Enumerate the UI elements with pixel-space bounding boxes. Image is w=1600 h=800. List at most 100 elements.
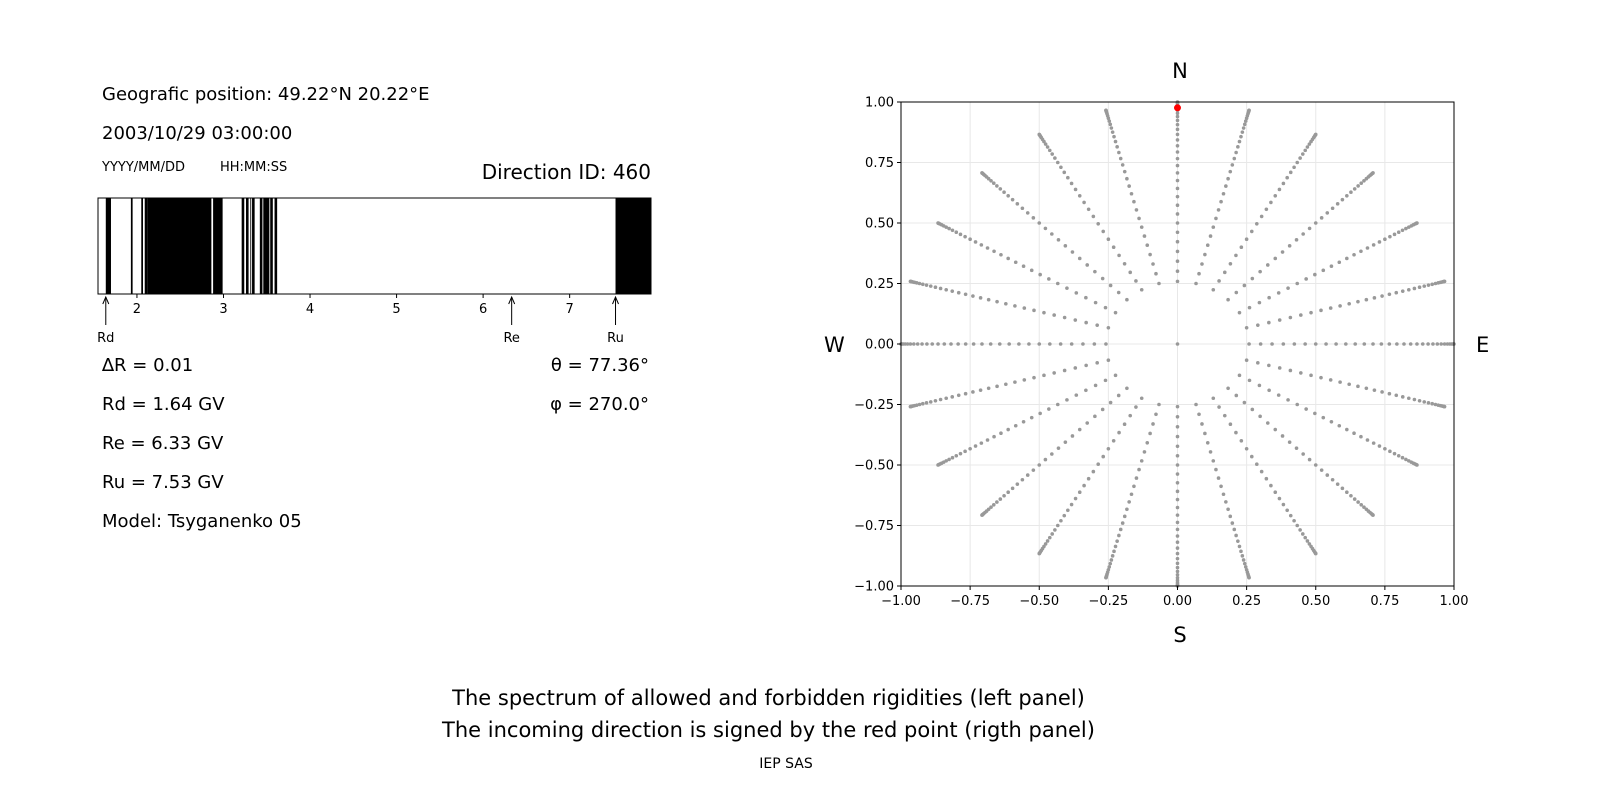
direction-point bbox=[1300, 152, 1305, 156]
direction-point bbox=[1368, 173, 1372, 178]
direction-point bbox=[958, 232, 963, 237]
geographic-position: Geografic position: 49.22°N 20.22°E bbox=[102, 84, 430, 105]
direction-point bbox=[1364, 386, 1369, 391]
direction-point bbox=[1111, 438, 1116, 443]
direction-point bbox=[1280, 434, 1285, 438]
direction-point bbox=[909, 279, 914, 284]
direction-point bbox=[1022, 306, 1027, 310]
direction-point bbox=[1015, 482, 1020, 486]
direction-point bbox=[1234, 150, 1238, 155]
direction-point bbox=[980, 513, 984, 517]
direction-point bbox=[1105, 113, 1110, 118]
direction-point bbox=[1055, 402, 1060, 407]
marker-label: Ru bbox=[607, 331, 624, 346]
direction-point bbox=[1175, 171, 1180, 175]
direction-point bbox=[936, 221, 940, 225]
direction-point bbox=[971, 390, 975, 394]
direction-point bbox=[983, 510, 987, 515]
direction-point bbox=[1247, 575, 1251, 580]
direction-point bbox=[1259, 469, 1264, 474]
direction-point bbox=[1364, 297, 1369, 302]
direction-point bbox=[1104, 109, 1109, 113]
y-tick-label: −0.25 bbox=[854, 398, 894, 413]
direction-point bbox=[1287, 440, 1292, 444]
direction-point bbox=[1362, 342, 1367, 346]
direction-point bbox=[1015, 202, 1020, 206]
direction-point bbox=[1426, 283, 1431, 287]
date-format-label: YYYY/MM/DD bbox=[102, 160, 185, 175]
direction-point bbox=[1103, 305, 1108, 310]
direction-point bbox=[997, 342, 1002, 346]
direction-point bbox=[1441, 279, 1446, 284]
direction-point bbox=[909, 404, 914, 409]
direction-point bbox=[1347, 301, 1351, 306]
direction-point bbox=[1370, 171, 1375, 176]
direction-point bbox=[1313, 342, 1318, 346]
direction-point bbox=[1313, 411, 1317, 416]
direction-point bbox=[944, 225, 949, 229]
direction-point bbox=[1095, 323, 1099, 327]
direction-point bbox=[1234, 290, 1239, 295]
caption-line-2: The incoming direction is signed by the … bbox=[442, 718, 1095, 742]
direction-point bbox=[992, 434, 996, 439]
direction-point bbox=[978, 296, 983, 300]
direction-point bbox=[1267, 388, 1271, 393]
direction-point bbox=[1371, 441, 1376, 445]
direction-point bbox=[1047, 407, 1051, 411]
direction-point bbox=[1277, 318, 1282, 322]
x-tick-label: 0.25 bbox=[1232, 594, 1261, 609]
direction-point bbox=[1313, 272, 1317, 277]
direction-point bbox=[1247, 342, 1251, 346]
direction-point bbox=[1433, 402, 1438, 407]
direction-point bbox=[1151, 422, 1155, 426]
direction-point bbox=[1110, 554, 1115, 558]
forbidden-band bbox=[147, 198, 212, 294]
direction-point bbox=[1334, 342, 1338, 346]
forbidden-bands bbox=[105, 198, 651, 294]
direction-point bbox=[1039, 135, 1044, 140]
direction-point bbox=[1139, 287, 1144, 292]
direction-point bbox=[986, 297, 991, 302]
delta-r-value: ∆R = 0.01 bbox=[102, 355, 194, 376]
direction-point bbox=[980, 512, 985, 517]
direction-point bbox=[1250, 407, 1255, 412]
direction-point bbox=[985, 246, 990, 250]
direction-point bbox=[1101, 229, 1106, 234]
direction-point bbox=[925, 342, 929, 346]
direction-point bbox=[947, 226, 951, 231]
direction-point bbox=[1175, 580, 1180, 585]
direction-point bbox=[1396, 453, 1401, 458]
direction-point bbox=[1082, 200, 1086, 205]
direction-point bbox=[928, 400, 933, 404]
direction-point bbox=[1175, 156, 1180, 161]
direction-point bbox=[1053, 156, 1057, 160]
spectrum-tick-label: 4 bbox=[306, 302, 314, 317]
direction-point bbox=[1175, 103, 1180, 108]
direction-point bbox=[1070, 434, 1075, 438]
direction-point bbox=[1232, 527, 1237, 532]
direction-point bbox=[1313, 551, 1318, 556]
spectrum-markers: Rd Re Ru bbox=[97, 295, 624, 346]
direction-point bbox=[1301, 232, 1305, 236]
direction-point bbox=[1107, 119, 1112, 123]
direction-point bbox=[1313, 133, 1318, 138]
direction-point bbox=[1040, 546, 1045, 551]
direction-point bbox=[1319, 308, 1323, 313]
direction-point bbox=[1175, 565, 1180, 570]
direction-point bbox=[1414, 221, 1419, 225]
direction-point bbox=[1112, 549, 1116, 554]
direction-point bbox=[1106, 116, 1111, 121]
direction-point bbox=[1394, 290, 1399, 295]
direction-point bbox=[1377, 444, 1382, 448]
direction-point bbox=[1125, 507, 1129, 512]
direction-point bbox=[1092, 342, 1097, 346]
direction-point bbox=[915, 342, 920, 346]
direction-point bbox=[1062, 315, 1067, 320]
direction-point bbox=[1038, 272, 1042, 277]
direction-point bbox=[980, 171, 985, 176]
direction-point bbox=[1249, 229, 1254, 234]
direction-point bbox=[1281, 342, 1286, 346]
direction-point bbox=[1175, 163, 1180, 168]
direction-point bbox=[1433, 281, 1438, 286]
direction-point bbox=[1175, 122, 1180, 127]
